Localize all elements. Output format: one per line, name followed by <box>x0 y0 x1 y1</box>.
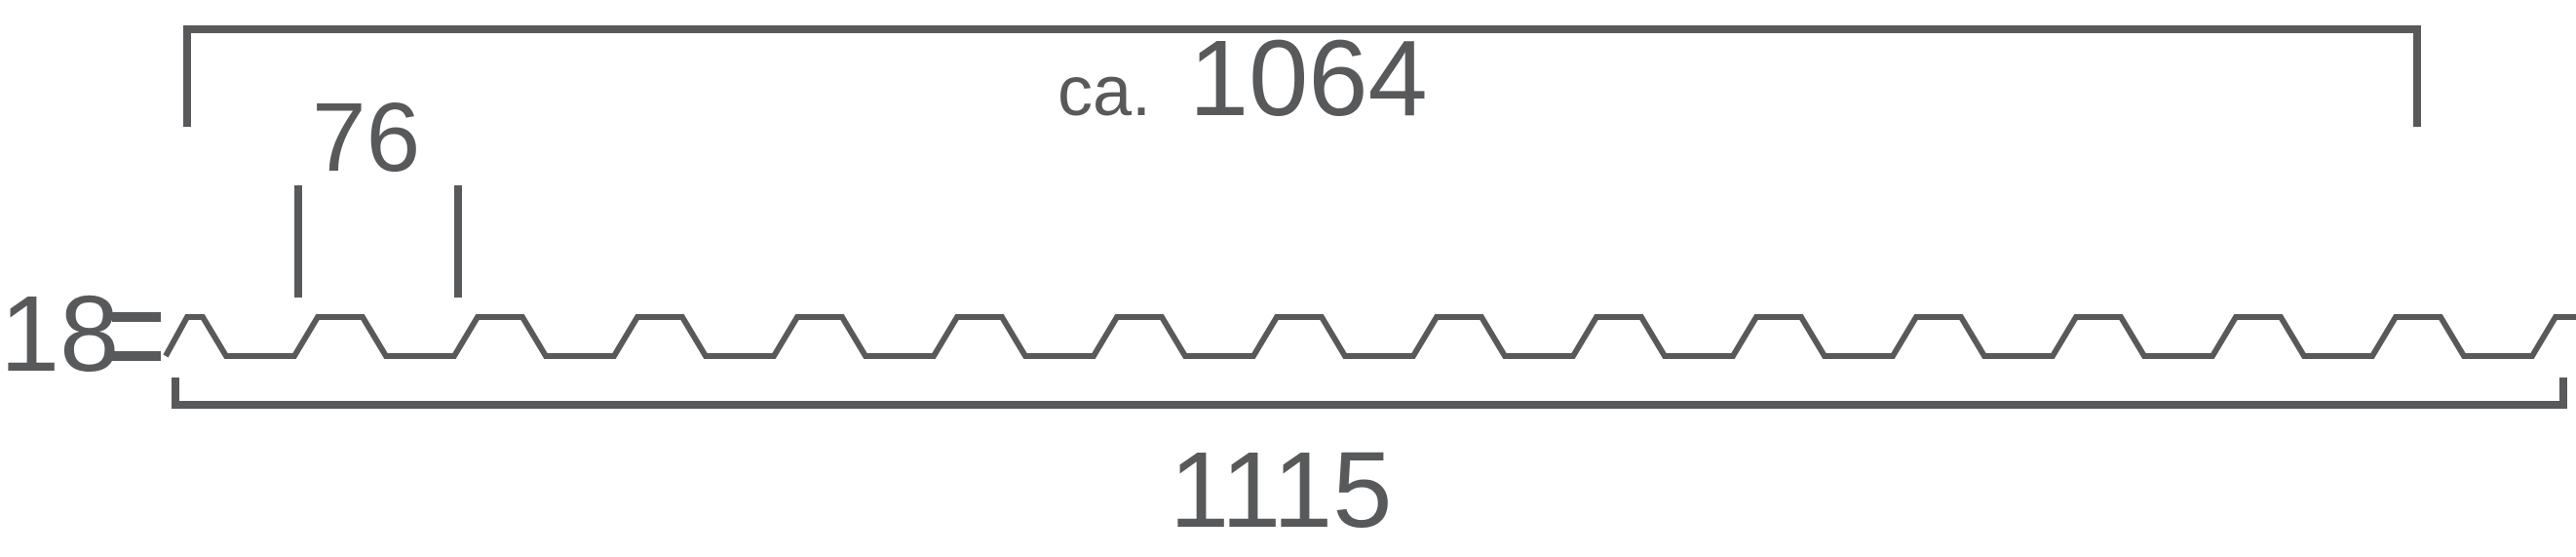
total-width-bracket <box>175 378 2563 405</box>
pitch-label: 76 <box>312 83 420 192</box>
height-label: 18 <box>0 274 119 394</box>
corrugated-profile <box>166 317 2576 356</box>
profile-dimension-diagram: 18 76 ca. 1064 1115 <box>0 0 2576 557</box>
total-width-label: 1115 <box>1170 430 1392 550</box>
cover-width-prefix: ca. <box>1057 53 1151 131</box>
cover-width-value: 1064 <box>1189 19 1428 139</box>
